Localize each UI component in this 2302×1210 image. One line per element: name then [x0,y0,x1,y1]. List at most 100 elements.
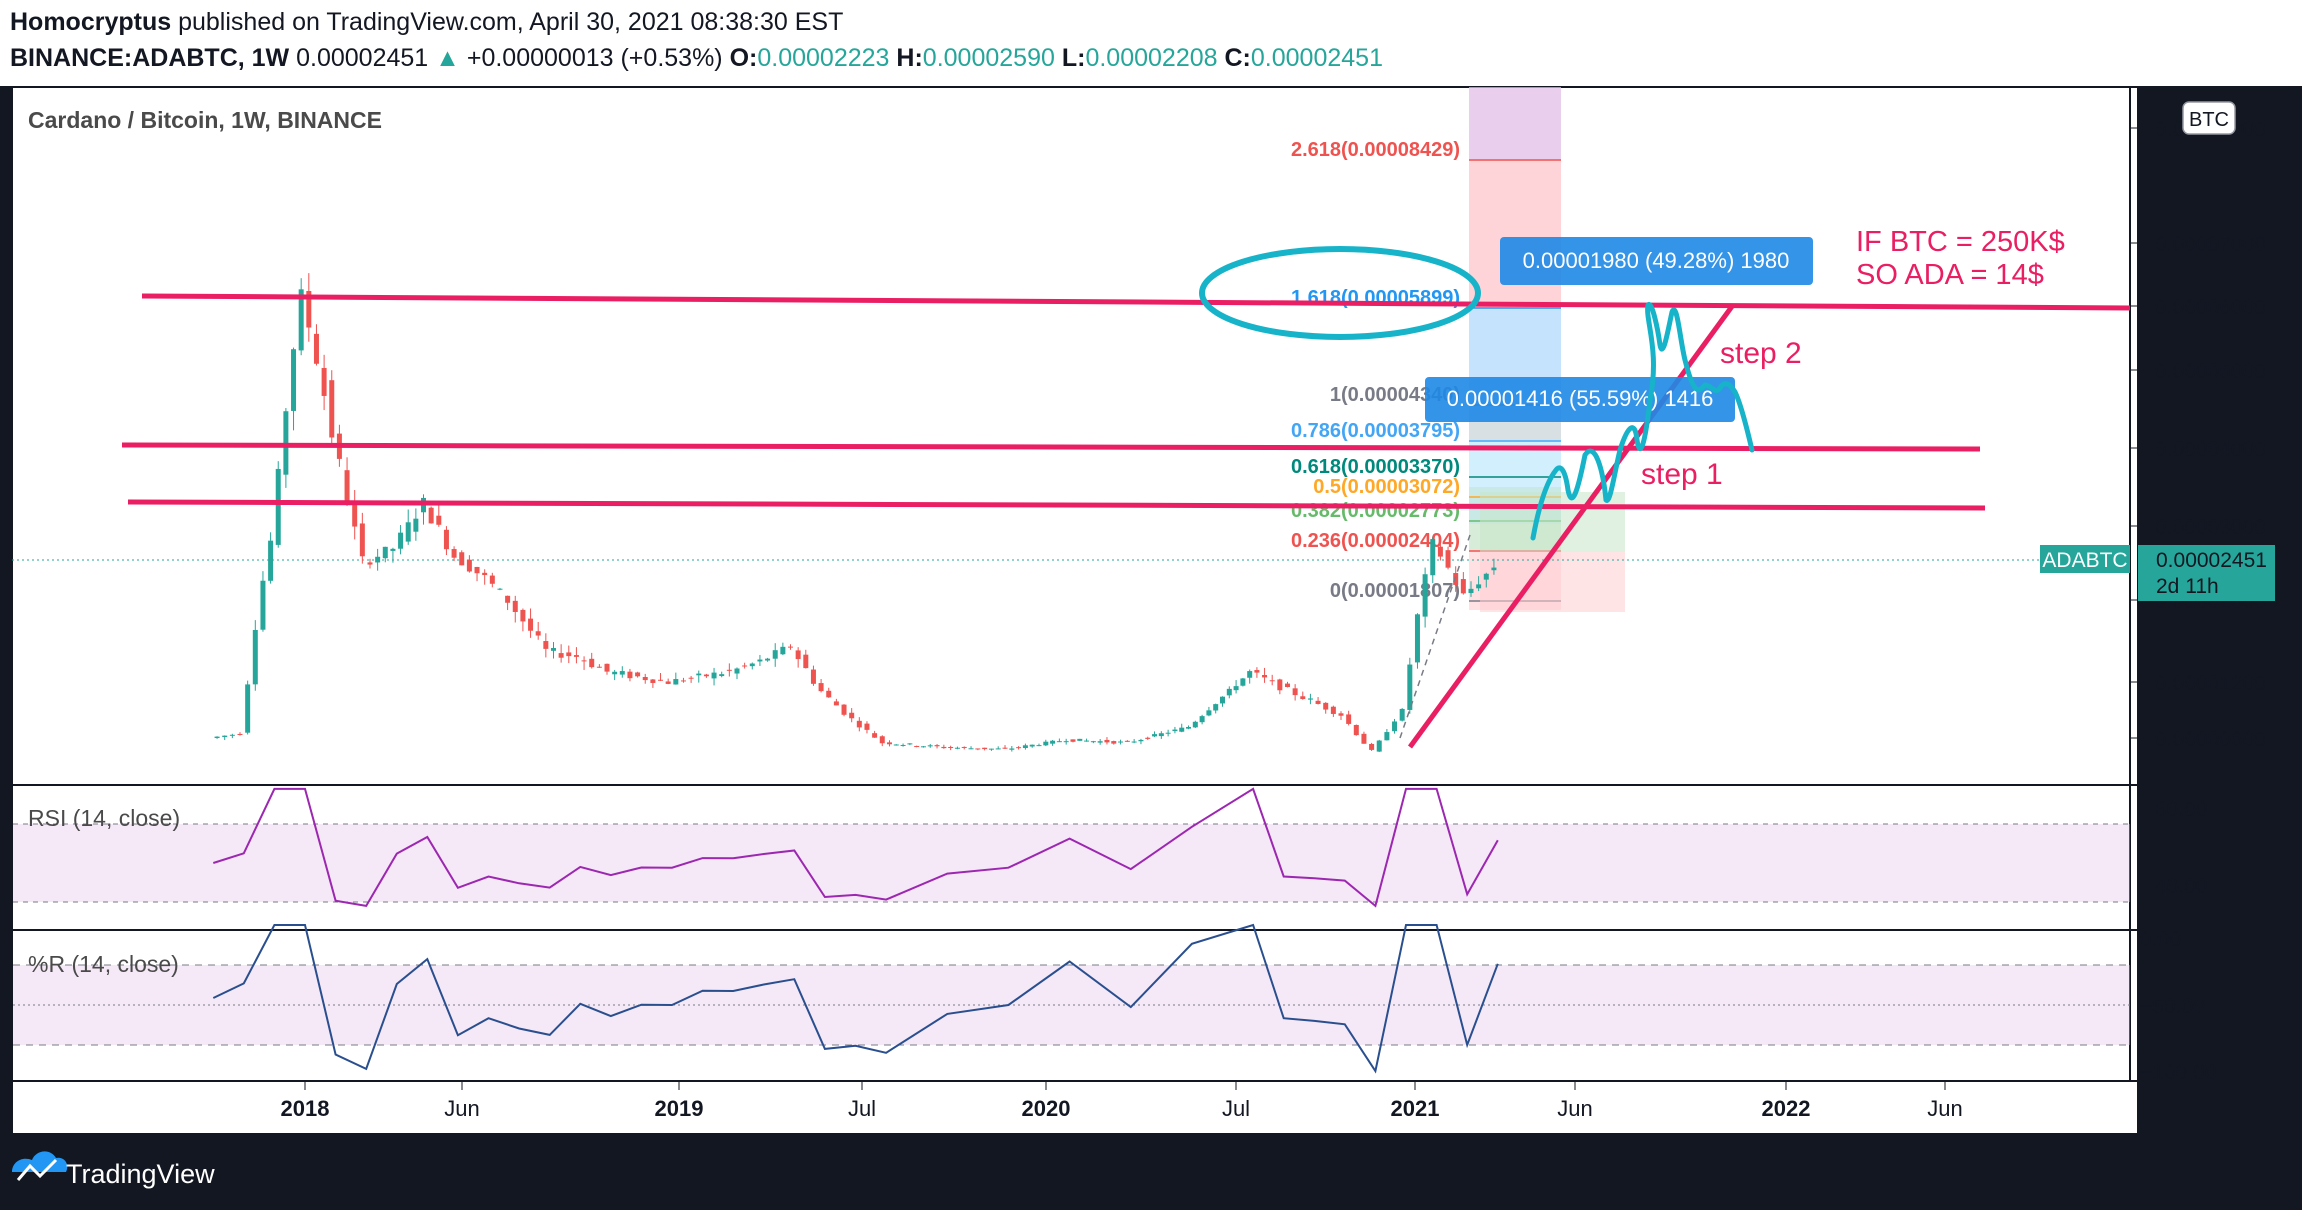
candle-body [344,470,350,504]
x-tick-label: Jun [444,1096,479,1121]
candle-body [665,681,671,684]
resistance-line-top[interactable] [141,293,2131,311]
x-tick-label: Jun [1927,1096,1962,1121]
price-range-measure-1[interactable]: 0.00001980 (49.28%) 1980 [1500,237,1813,285]
candle-body [268,540,274,581]
candle-body [658,679,664,681]
wr-title: %R (14, close) [28,951,179,977]
candle-body [222,735,228,738]
candle-body [466,559,472,572]
candle-body [413,518,419,532]
candle-body [428,507,434,524]
candle-body [1369,743,1375,750]
candle-body [375,556,381,563]
position-loss-zone[interactable] [1480,552,1625,612]
y-tick-label: 0.00007000 [2155,233,2266,256]
fib-level-label: 0.786(0.00003795) [1291,420,1460,442]
candle-body [1050,740,1056,744]
wr-line[interactable] [212,923,1499,1074]
x-tick-label: Jul [1222,1096,1250,1121]
candle-body [650,679,656,683]
candle-body [1468,588,1474,594]
candlestick-series[interactable] [214,273,1497,752]
resistance-line-middle[interactable] [121,442,1981,452]
step-1-label: step 1 [1641,458,1723,491]
candle-body [1056,741,1062,743]
symbol-price-tag-text: ADABTC [2042,549,2127,572]
candle-body [893,744,899,746]
candle-body [612,671,618,675]
candle-body [1029,744,1035,747]
tradingview-logo-icon[interactable] [12,1151,68,1181]
currency-badge[interactable] [2182,101,2236,135]
resistance-line-bottom[interactable] [127,499,1986,511]
candle-body [1009,748,1015,750]
candle-body [1414,614,1420,663]
candle-body [982,747,988,750]
tradingview-brand[interactable]: TradingView [66,1159,215,1189]
fib-level-label: 0.5(0.00003072) [1313,476,1460,498]
candle-body [1043,741,1049,746]
candle-body [1284,683,1290,688]
candle-body [474,566,480,574]
candle-body [1460,579,1466,594]
rsi-band [13,824,2130,902]
chart-header: Homocryptus published on TradingView.com… [0,0,2302,86]
candle-body [914,746,920,748]
low-label: L: [1061,44,1086,72]
candle-body [948,747,954,749]
candle-body [1104,739,1110,743]
candle-body [1138,739,1144,742]
candle-body [1145,737,1151,739]
candle-body [1172,729,1178,732]
candle-body [275,468,281,545]
candle-body [566,652,572,657]
candle-body [934,745,940,747]
candle-body [833,701,839,706]
hand-drawn-path[interactable] [1530,302,1755,541]
position-profit-zone[interactable] [1480,492,1625,552]
candle-body [1307,698,1313,700]
measure-box [1500,237,1813,285]
note-line-1: IF BTC = 250K$ [1856,226,2065,258]
measure-label: 0.00001980 (49.28%) 1980 [1523,248,1790,273]
y-tick-label: 0.00003000 [2155,516,2266,539]
candle-body [1407,664,1413,710]
publish-info: published on TradingView.com, April 30, … [178,8,844,36]
hand-drawn-circle[interactable] [1199,246,1481,340]
candle-body [1158,733,1164,737]
candle-body [581,660,587,662]
close-value: 0.00002451 [1250,44,1383,72]
high-label: H: [896,44,923,72]
y-tick-label: 0.00000600 [2155,728,2266,751]
candle-body [749,663,755,667]
candle-body [291,349,297,411]
candle-body [1240,678,1246,686]
candle-body [1152,734,1158,737]
open-label: O: [729,44,758,72]
horizontal-resistance-lines[interactable] [121,293,2131,511]
fib-level-label: 2.618(0.00008429) [1291,139,1460,161]
candle-body [619,671,625,675]
x-tick-label: 2022 [1762,1096,1811,1121]
candle-body [879,736,885,744]
candle-body [1491,567,1497,571]
candle-body [1445,550,1451,568]
candle-body [382,546,388,559]
x-tick-label: 2020 [1022,1096,1071,1121]
candle-body [451,549,457,558]
price-range-measure-2[interactable]: 0.00001416 (55.59%) 1416 [1425,377,1735,422]
candle-body [1392,721,1398,732]
candle-body [573,655,579,657]
rsi-line[interactable] [212,787,1499,908]
projection-dashed-line [1399,534,1471,739]
candle-body [1070,739,1076,742]
wr-tick-label: −100.00 [2140,1061,2217,1084]
candle-body [260,580,266,630]
candle-body [520,609,526,622]
candle-body [436,515,442,525]
author-name[interactable]: Homocryptus [10,8,172,36]
candle-body [849,712,855,719]
candle-body [443,529,449,550]
